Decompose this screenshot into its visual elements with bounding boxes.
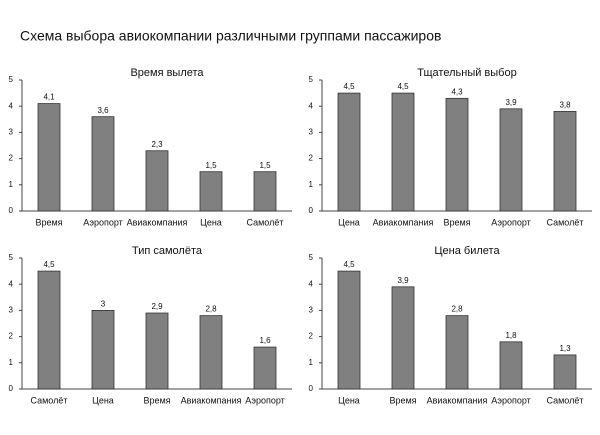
bar: [445, 315, 469, 390]
y-tick-label: 3: [309, 128, 314, 137]
x-tick-label: Самолёт: [547, 395, 584, 405]
x-tick-label: Аэропорт: [491, 395, 531, 405]
x-tick-label: Самолёт: [31, 395, 68, 405]
x-tick-label: Время: [143, 395, 170, 405]
value-label: 3,9: [505, 98, 517, 107]
bar: [499, 108, 523, 212]
bar: [37, 270, 61, 390]
x-tick-label: Аэропорт: [245, 395, 285, 405]
panel-title: Тип самолёта: [132, 245, 203, 257]
x-tick-label: Авиакомпания: [181, 395, 242, 405]
y-tick-label: 5: [309, 75, 314, 84]
bar: [145, 312, 169, 390]
bar: [37, 103, 61, 212]
y-tick-label: 4: [9, 101, 14, 110]
bar: [145, 150, 169, 212]
x-tick-label: Самолёт: [247, 217, 284, 227]
value-label: 2,8: [205, 305, 217, 314]
y-tick-label: 3: [9, 306, 14, 315]
bar: [337, 270, 361, 390]
y-tick-label: 1: [9, 358, 14, 367]
bar: [499, 341, 523, 390]
y-tick-label: 4: [309, 279, 314, 288]
x-tick-label: Цена: [338, 217, 360, 227]
y-tick-label: 0: [9, 384, 14, 393]
bar: [199, 315, 223, 390]
y-tick-label: 3: [309, 306, 314, 315]
value-label: 3,8: [559, 101, 571, 110]
value-label: 1,5: [205, 161, 217, 170]
y-tick-label: 2: [309, 332, 314, 341]
bar: [391, 92, 415, 212]
value-label: 1,8: [505, 331, 517, 340]
x-tick-label: Время: [389, 395, 416, 405]
y-tick-label: 5: [9, 253, 14, 262]
main-title: Схема выбора авиокомпании различными гру…: [20, 28, 441, 44]
value-label: 1,6: [259, 336, 271, 345]
y-tick-label: 4: [9, 279, 14, 288]
y-tick-label: 0: [309, 384, 314, 393]
bar: [553, 354, 577, 390]
bar: [199, 171, 223, 212]
y-tick-label: 2: [309, 154, 314, 163]
value-label: 4,1: [43, 93, 55, 102]
panel-title: Тщательный выбор: [417, 67, 516, 79]
bar: [553, 111, 577, 212]
value-label: 3: [101, 300, 106, 309]
bar: [337, 92, 361, 212]
x-tick-label: Время: [35, 217, 62, 227]
x-tick-label: Аэропорт: [491, 217, 531, 227]
value-label: 2,8: [451, 305, 463, 314]
y-tick-label: 3: [9, 128, 14, 137]
y-tick-label: 1: [9, 180, 14, 189]
value-label: 4,3: [451, 87, 463, 96]
value-label: 2,3: [151, 140, 163, 149]
y-tick-label: 1: [309, 358, 314, 367]
value-label: 1,5: [259, 161, 271, 170]
y-tick-label: 2: [9, 332, 14, 341]
value-label: 3,9: [397, 276, 409, 285]
x-tick-label: Авиакомпания: [127, 217, 188, 227]
y-tick-label: 0: [9, 206, 14, 215]
x-tick-label: Цена: [92, 395, 114, 405]
value-label: 4,5: [343, 82, 355, 91]
y-tick-label: 4: [309, 101, 314, 110]
y-tick-label: 1: [309, 180, 314, 189]
x-tick-label: Авиакомпания: [373, 217, 434, 227]
value-label: 4,5: [397, 82, 409, 91]
bar: [391, 286, 415, 390]
bar: [445, 97, 469, 212]
y-tick-label: 2: [9, 154, 14, 163]
bar: [91, 116, 115, 212]
value-label: 2,9: [151, 302, 163, 311]
bar: [91, 309, 115, 390]
value-label: 4,5: [343, 260, 355, 269]
y-tick-label: 5: [9, 75, 14, 84]
panel-title: Цена билета: [434, 245, 500, 257]
value-label: 1,3: [559, 344, 571, 353]
x-tick-label: Время: [443, 217, 470, 227]
x-tick-label: Аэропорт: [83, 217, 123, 227]
x-tick-label: Самолёт: [547, 217, 584, 227]
x-tick-label: Цена: [338, 395, 360, 405]
y-tick-label: 5: [309, 253, 314, 262]
bar: [253, 346, 277, 390]
y-tick-label: 0: [309, 206, 314, 215]
panel-title: Время вылета: [130, 67, 204, 79]
x-tick-label: Авиакомпания: [427, 395, 488, 405]
value-label: 3,6: [97, 106, 109, 115]
value-label: 4,5: [43, 260, 55, 269]
x-tick-label: Цена: [200, 217, 222, 227]
bar: [253, 171, 277, 212]
